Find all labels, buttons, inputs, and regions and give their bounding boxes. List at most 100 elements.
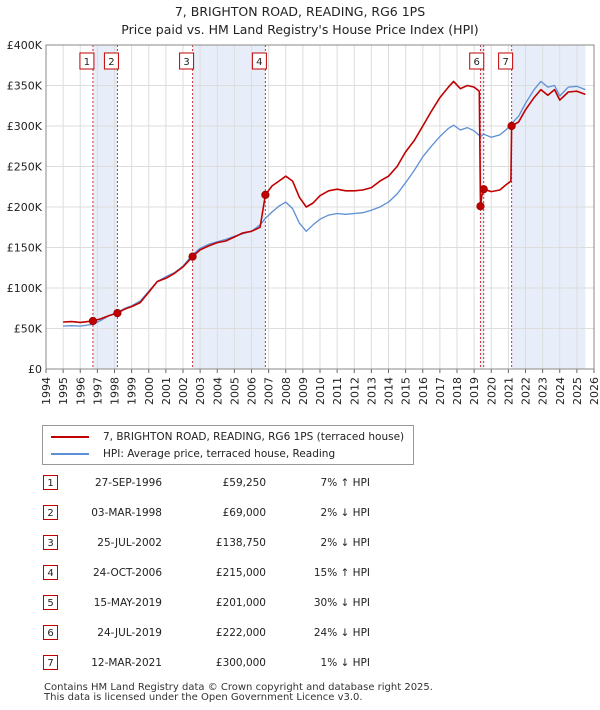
row-hpi-delta: 15% ↑ HPI <box>313 567 370 579</box>
x-tick-label: 2010 <box>314 377 327 405</box>
legend-swatch-red <box>51 436 89 438</box>
sale-label-1: 1 <box>79 52 95 70</box>
row-hpi-delta: 30% ↓ HPI <box>313 597 370 609</box>
x-tick-label: 2023 <box>537 377 550 405</box>
plot-frame <box>45 44 595 370</box>
sale-label-box <box>498 52 514 70</box>
row-hpi-delta: 24% ↓ HPI <box>313 627 370 639</box>
x-tick-label: 2022 <box>520 377 533 405</box>
x-tick-label: 2020 <box>485 377 498 405</box>
x-tick-label: 2015 <box>400 377 413 405</box>
sale-point <box>507 121 516 131</box>
row-number-badge: 1 <box>43 475 58 490</box>
x-tick-label: 2004 <box>211 377 224 405</box>
legend-label-hpi: HPI: Average price, terraced house, Read… <box>103 448 336 460</box>
x-tick-label: 2026 <box>588 377 600 405</box>
x-tick-label: 2007 <box>263 377 276 405</box>
row-number-badge: 3 <box>43 535 58 550</box>
row-date: 24-JUL-2019 <box>97 627 162 639</box>
y-tick-label: £200K <box>7 201 43 214</box>
x-tick-label: 2002 <box>177 377 190 405</box>
x-tick-label: 2001 <box>160 377 173 405</box>
x-tick-label: 2014 <box>383 377 396 405</box>
x-tick-label: 2016 <box>417 377 430 405</box>
row-date: 15-MAY-2019 <box>93 597 162 609</box>
sale-label-text: 2 <box>108 57 114 68</box>
sale-label-6: 6 <box>469 52 485 70</box>
x-tick-label: 2018 <box>451 377 464 405</box>
x-tick-label: 2003 <box>194 377 207 405</box>
row-hpi-delta: 2% ↓ HPI <box>320 507 370 519</box>
legend-item-hpi: HPI: Average price, terraced house, Read… <box>51 446 335 462</box>
row-price: £215,000 <box>215 567 266 579</box>
chart-legend: 7, BRIGHTON ROAD, READING, RG6 1PS (terr… <box>42 425 414 465</box>
row-date: 27-SEP-1996 <box>94 477 162 489</box>
sale-label-text: 4 <box>256 57 262 68</box>
row-date: 25-JUL-2002 <box>97 537 162 549</box>
x-tick-label: 2000 <box>143 377 156 405</box>
sale-label-2: 2 <box>103 52 119 70</box>
x-tick-label: 2005 <box>228 377 241 405</box>
x-tick-label: 1995 <box>57 377 70 405</box>
sale-label-text: 7 <box>502 57 508 68</box>
chart-title: 7, BRIGHTON ROAD, READING, RG6 1PS <box>174 4 426 19</box>
x-tick-label: 1998 <box>109 377 122 405</box>
row-date: 24-OCT-2006 <box>93 567 162 579</box>
x-tick-label: 2011 <box>331 377 344 405</box>
sale-label-4: 4 <box>251 52 267 70</box>
y-tick-label: £250K <box>7 161 43 174</box>
table-row: 1 27-SEP-1996 £59,250 7% ↑ HPI <box>0 473 600 493</box>
row-price: £138,750 <box>215 537 266 549</box>
legend-swatch-blue <box>51 453 89 455</box>
table-row: 2 03-MAR-1998 £69,000 2% ↓ HPI <box>0 503 600 523</box>
x-tick-label: 2006 <box>246 377 259 405</box>
sale-label-7: 7 <box>498 52 514 70</box>
sale-label-box <box>79 52 95 70</box>
row-date: 12-MAR-2021 <box>91 657 162 669</box>
row-price: £222,000 <box>215 627 266 639</box>
x-tick-label: 1994 <box>40 377 53 405</box>
x-tick-label: 2017 <box>434 377 447 405</box>
y-tick-label: £150K <box>7 242 43 255</box>
sale-label-box <box>251 52 267 70</box>
x-tick-label: 2009 <box>297 377 310 405</box>
sale-point <box>113 309 122 318</box>
y-tick-label: £50K <box>14 323 43 336</box>
row-number-badge: 4 <box>43 565 58 580</box>
x-tick-label: 1999 <box>126 377 139 405</box>
footer-attribution: Contains HM Land Registry data © Crown c… <box>44 683 433 703</box>
sale-point <box>88 316 98 326</box>
x-tick-label: 2012 <box>348 377 361 405</box>
sale-label-box <box>103 52 119 70</box>
sale-point <box>261 190 270 199</box>
row-date: 03-MAR-1998 <box>91 507 162 519</box>
y-tick-label: £100K <box>7 282 43 295</box>
row-hpi-delta: 7% ↑ HPI <box>320 477 370 489</box>
sale-label-box <box>179 52 195 70</box>
x-tick-label: 2021 <box>502 377 515 405</box>
row-price: £300,000 <box>215 657 266 669</box>
sale-label-text: 3 <box>183 57 189 68</box>
sale-label-box <box>469 52 485 70</box>
sale-label-text: 6 <box>474 57 480 68</box>
row-number-badge: 6 <box>43 625 58 640</box>
table-row: 3 25-JUL-2002 £138,750 2% ↓ HPI <box>0 533 600 553</box>
y-tick-label: £350K <box>7 80 43 93</box>
table-row: 5 15-MAY-2019 £201,000 30% ↓ HPI <box>0 593 600 613</box>
footer-copyright: Contains HM Land Registry data © Crown c… <box>44 682 433 693</box>
row-hpi-delta: 2% ↓ HPI <box>320 537 370 549</box>
y-tick-label: £300K <box>7 120 43 133</box>
row-number-badge: 2 <box>43 505 58 520</box>
x-tick-label: 2019 <box>468 377 481 405</box>
legend-label-property: 7, BRIGHTON ROAD, READING, RG6 1PS (terr… <box>103 431 405 443</box>
sale-point <box>188 252 197 261</box>
row-price: £59,250 <box>222 477 266 489</box>
x-tick-label: 1997 <box>91 377 104 405</box>
footer-licence: This data is licensed under the Open Gov… <box>44 692 363 703</box>
x-tick-label: 2013 <box>365 377 378 405</box>
row-hpi-delta: 1% ↓ HPI <box>320 657 370 669</box>
x-tick-label: 2008 <box>280 377 293 405</box>
row-number-badge: 7 <box>43 655 58 670</box>
x-tick-label: 1996 <box>74 377 87 405</box>
sale-point <box>476 202 485 211</box>
